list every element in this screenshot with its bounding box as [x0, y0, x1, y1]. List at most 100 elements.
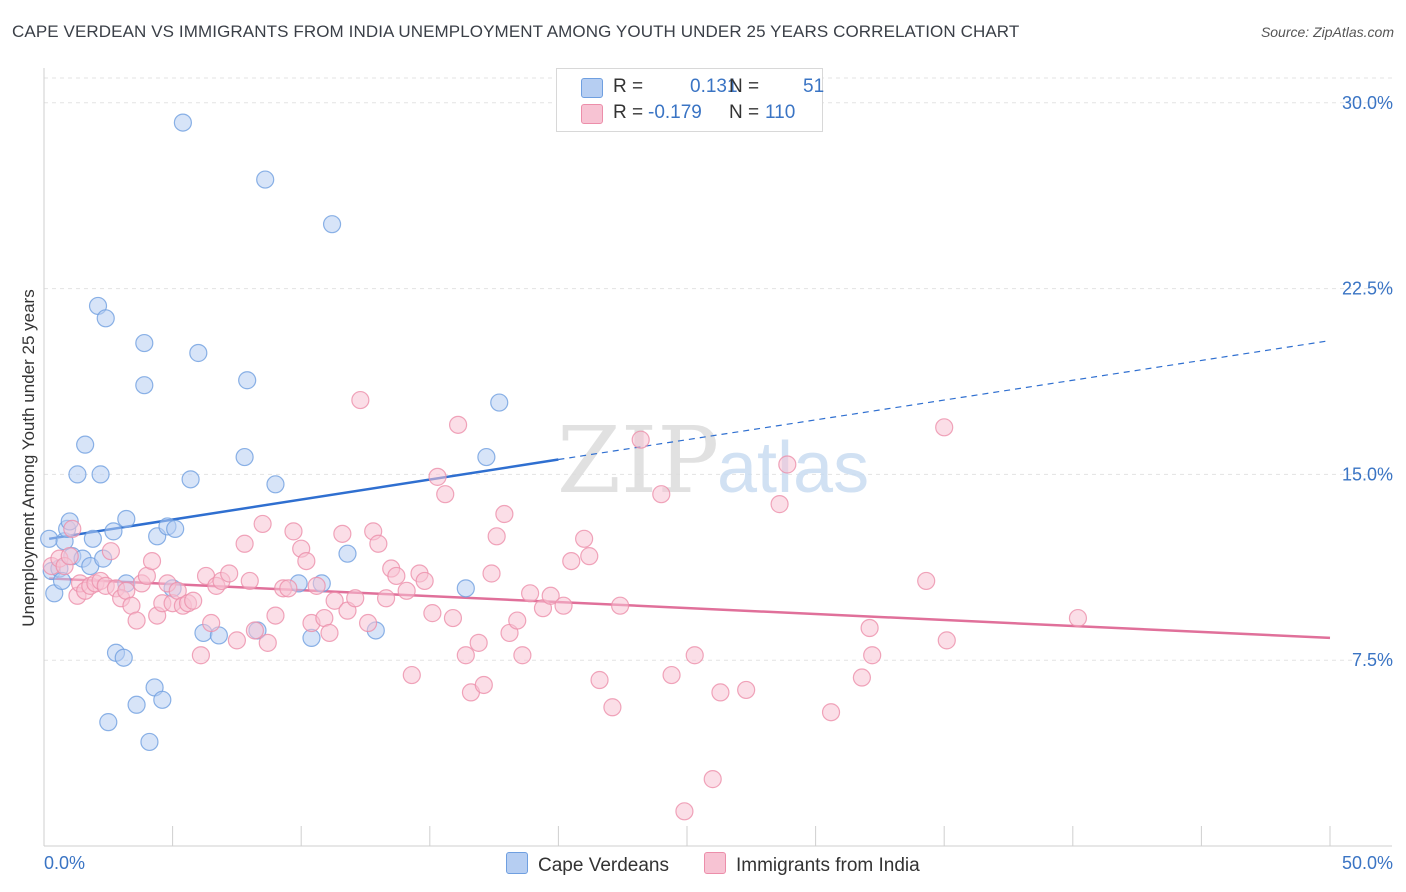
legend-r-label: R =	[613, 76, 644, 97]
india-point	[662, 665, 681, 685]
india-point	[590, 670, 609, 690]
india-point	[521, 584, 540, 603]
legend-swatch-blue	[581, 78, 603, 98]
axes	[43, 68, 1392, 847]
india-point	[611, 596, 630, 615]
cape-verdean-point	[104, 522, 123, 541]
india-point	[191, 646, 210, 665]
india-trend-line	[49, 577, 1331, 640]
india-point	[469, 633, 488, 652]
india-point	[580, 547, 599, 566]
cape-verdean-point	[68, 465, 87, 484]
india-point	[253, 514, 272, 534]
y-tick-label: 7.5%	[1352, 650, 1393, 670]
india-point	[863, 646, 882, 665]
bottom-legend-swatch-pink	[704, 852, 726, 874]
india-point	[320, 623, 339, 643]
india-point	[220, 564, 239, 583]
india-point	[443, 608, 463, 628]
legend-n-label: N =	[729, 102, 760, 123]
india-point	[333, 524, 352, 543]
india-point	[60, 547, 79, 566]
cape-verdean-point	[173, 113, 192, 132]
cape-verdean-point	[181, 470, 200, 489]
india-point	[554, 596, 573, 615]
india-point	[603, 698, 622, 717]
india-point	[423, 604, 442, 623]
india-point	[513, 646, 532, 665]
india-point	[245, 621, 265, 640]
india-point	[575, 529, 594, 548]
india-point	[487, 527, 506, 546]
legend-r-value: -0.179	[648, 102, 702, 123]
india-point	[127, 611, 146, 630]
india-point	[703, 770, 722, 789]
bottom-legend-label: Immigrants from India	[736, 855, 920, 876]
bottom-legend-swatch-blue	[506, 852, 528, 874]
india-point	[279, 579, 298, 598]
india-point	[101, 542, 120, 561]
cape-verdean-point	[189, 343, 208, 363]
cape-verdean-point	[266, 475, 285, 494]
india-point	[821, 703, 841, 722]
india-point	[937, 631, 956, 650]
india-point	[917, 571, 936, 591]
watermark-zip: ZIP	[557, 407, 719, 514]
cape-verdean-point	[456, 579, 475, 598]
india-point	[652, 485, 671, 504]
india-point	[860, 618, 879, 638]
cape-verdean-point	[338, 544, 357, 563]
tick-labels: 7.5% 15.0% 22.5% 30.0% 0.0% 50.0%	[44, 93, 1393, 873]
cape-verdean-point	[127, 695, 146, 714]
india-point	[631, 430, 650, 449]
india-point	[456, 646, 475, 665]
india-point	[495, 504, 514, 524]
india-point	[184, 591, 203, 610]
legend-r-value: 0.131	[690, 76, 738, 97]
cape-verdean-point	[91, 465, 110, 484]
trend-lines	[48, 340, 1331, 640]
india-point	[778, 455, 797, 474]
x-tick-label: 0.0%	[44, 853, 85, 873]
cape-verdean-point	[96, 309, 115, 328]
cape-verdean-point	[140, 732, 159, 752]
india-point	[284, 522, 303, 541]
india-point	[202, 613, 221, 633]
cape-verdean-point	[322, 215, 342, 234]
india-point	[415, 571, 434, 591]
india-point	[935, 418, 954, 437]
india-point	[266, 606, 285, 625]
legend-n-value: 110	[765, 102, 796, 123]
india-point	[369, 534, 388, 553]
india-point	[402, 665, 421, 685]
bottom-legend-label: Cape Verdeans	[538, 855, 669, 876]
india-point	[351, 390, 370, 410]
india-point	[448, 415, 468, 434]
cape-verdean-point	[135, 376, 154, 395]
india-point	[562, 551, 581, 571]
data-points	[40, 113, 1088, 821]
india-point	[541, 586, 560, 605]
y-tick-label: 30.0%	[1342, 93, 1393, 113]
legend-r-label: R =	[613, 102, 644, 123]
india-point	[436, 485, 455, 504]
india-point	[346, 589, 365, 608]
cape-verdean-point	[52, 571, 72, 591]
cape-verdean-point	[477, 447, 496, 467]
india-point	[358, 613, 378, 633]
legend-row-india: R = -0.179 N = 110	[557, 100, 822, 126]
y-tick-label: 22.5%	[1342, 279, 1393, 299]
india-point	[142, 551, 162, 571]
source-label: Source: ZipAtlas.com	[1260, 24, 1394, 40]
cape-verdean-point	[83, 529, 102, 548]
india-point	[376, 589, 396, 608]
india-point	[482, 564, 501, 583]
chart-title: CAPE VERDEAN VS IMMIGRANTS FROM INDIA UN…	[12, 22, 1020, 41]
india-point	[297, 551, 316, 571]
india-point	[258, 633, 277, 652]
y-axis-label: Unemployment Among Youth under 25 years	[19, 289, 38, 626]
india-point	[711, 683, 730, 702]
bottom-legend-cape-verdeans: Cape Verdeans	[506, 852, 669, 877]
x-tick-label: 50.0%	[1342, 853, 1393, 873]
